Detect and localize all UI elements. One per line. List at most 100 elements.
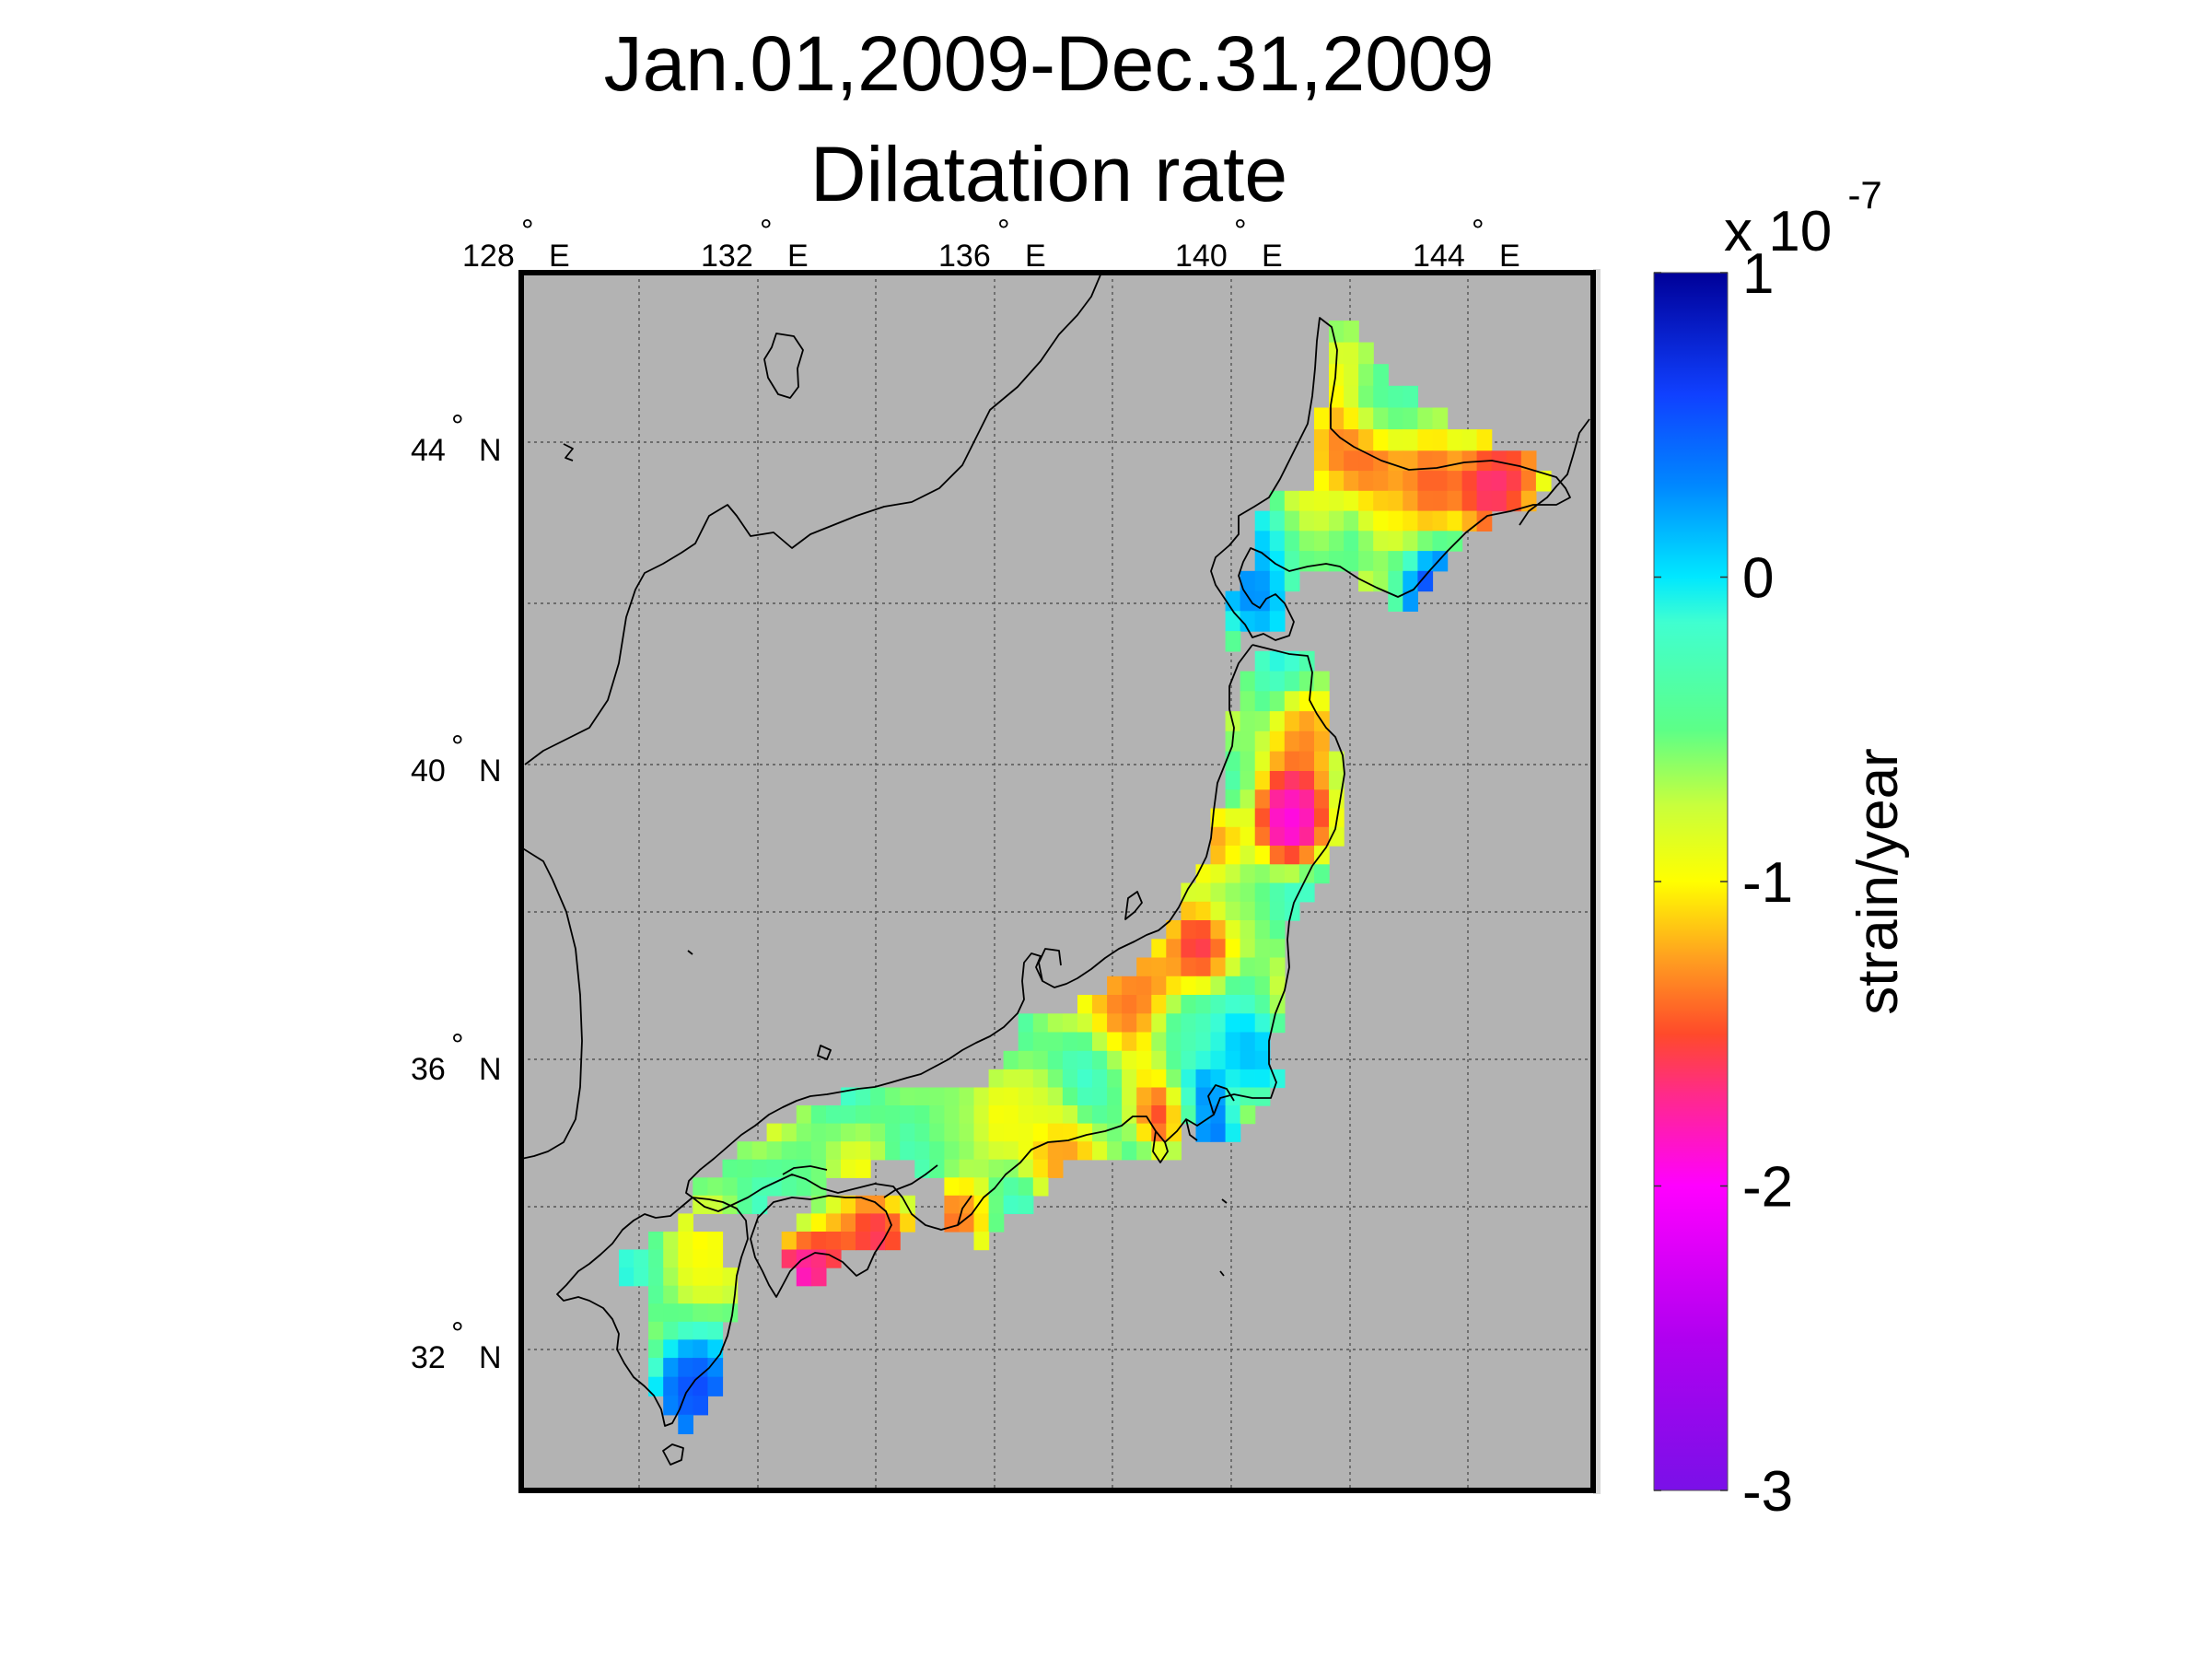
strain-cell xyxy=(1210,939,1227,959)
strain-cell xyxy=(1491,450,1508,472)
strain-cell xyxy=(1284,711,1300,732)
strain-cell xyxy=(1018,1105,1034,1125)
lat-tick-degree: ° xyxy=(451,1316,464,1351)
strain-cell xyxy=(1151,1013,1167,1034)
strain-cell xyxy=(678,1414,693,1434)
strain-cell xyxy=(1254,864,1271,884)
colorbar-gradient xyxy=(1654,273,1728,1490)
strain-cell xyxy=(1254,882,1271,903)
strain-cell xyxy=(1269,510,1286,532)
strain-cell xyxy=(1225,920,1241,940)
strain-cell xyxy=(1506,471,1522,492)
strain-cell xyxy=(1062,1141,1078,1161)
colorbar-tick-label: -1 xyxy=(1742,851,1793,915)
strain-cell xyxy=(1136,1013,1152,1034)
strain-cell xyxy=(1358,407,1374,430)
strain-cell xyxy=(1240,771,1256,790)
strain-cell xyxy=(1314,510,1330,532)
strain-cell xyxy=(1077,1069,1093,1089)
strain-cell xyxy=(678,1285,693,1304)
strain-cell xyxy=(1329,471,1345,492)
strain-cell xyxy=(1284,846,1300,865)
strain-cell xyxy=(1195,939,1212,959)
strain-cell xyxy=(663,1376,679,1396)
strain-cell xyxy=(1181,1050,1197,1070)
strain-cell xyxy=(1225,846,1241,865)
strain-cell xyxy=(1210,957,1227,977)
strain-cell xyxy=(1181,939,1197,959)
strain-cell xyxy=(1269,882,1286,903)
strain-cell xyxy=(663,1249,679,1268)
strain-cell xyxy=(693,1232,708,1251)
strain-cell xyxy=(1284,671,1300,692)
strain-cell xyxy=(1403,385,1418,408)
lon-tick-144: 144 ° E xyxy=(1413,214,1520,274)
strain-cell xyxy=(841,1123,856,1142)
strain-cell xyxy=(1461,450,1478,472)
strain-cell xyxy=(810,1123,827,1142)
strain-cell xyxy=(1254,901,1271,921)
strain-cell xyxy=(648,1303,664,1323)
lon-tick-hemisphere: E xyxy=(1025,239,1046,274)
strain-cell xyxy=(1225,939,1241,959)
strain-cell xyxy=(870,1105,886,1125)
strain-cell xyxy=(1373,385,1389,408)
strain-cell xyxy=(1047,1087,1064,1106)
strain-cell xyxy=(1344,551,1359,572)
lat-tick-hemisphere: N xyxy=(479,433,502,468)
strain-cell xyxy=(1344,364,1359,387)
strain-cell xyxy=(1136,1032,1152,1052)
strain-cell xyxy=(707,1303,724,1323)
strain-cell xyxy=(1506,450,1522,472)
strain-cell xyxy=(1344,429,1359,451)
strain-cell xyxy=(1240,711,1256,732)
strain-cell xyxy=(751,1159,768,1178)
strain-cell xyxy=(856,1232,871,1251)
strain-cell xyxy=(619,1268,634,1287)
strain-cell xyxy=(1225,631,1241,652)
strain-cell xyxy=(973,1177,990,1197)
strain-cell xyxy=(1373,364,1389,387)
strain-cell xyxy=(1329,429,1345,451)
strain-cell xyxy=(1240,976,1256,996)
strain-cell xyxy=(1373,429,1389,451)
strain-cell xyxy=(737,1177,753,1197)
strain-cell xyxy=(707,1195,724,1214)
strain-cell xyxy=(1491,490,1508,512)
strain-cell xyxy=(1195,1069,1212,1089)
strain-cell xyxy=(707,1177,724,1197)
strain-cell xyxy=(1284,789,1300,810)
strain-cell xyxy=(634,1268,649,1287)
strain-cell xyxy=(1225,771,1241,790)
strain-cell xyxy=(1269,531,1286,552)
strain-cell xyxy=(841,1159,856,1178)
strain-cell xyxy=(678,1232,693,1251)
strain-cell xyxy=(1210,1123,1227,1142)
strain-cell xyxy=(1151,1105,1167,1125)
strain-cell xyxy=(1225,826,1241,847)
strain-cell xyxy=(1520,471,1537,492)
strain-cell xyxy=(1254,650,1271,672)
strain-cell xyxy=(1195,1032,1212,1052)
strain-cell xyxy=(1254,510,1271,532)
strain-cell xyxy=(1373,510,1389,532)
strain-cell xyxy=(1195,957,1212,977)
strain-cell xyxy=(1388,429,1403,451)
strain-cell xyxy=(959,1159,975,1178)
strain-cell xyxy=(1077,1013,1093,1034)
strain-cell xyxy=(1447,471,1463,492)
strain-cell xyxy=(1344,490,1359,512)
strain-cell xyxy=(751,1141,768,1161)
strain-cell xyxy=(678,1376,693,1396)
strain-cell xyxy=(1092,1069,1108,1089)
strain-cell xyxy=(810,1105,827,1125)
strain-cell xyxy=(693,1249,708,1268)
strain-cell xyxy=(796,1268,812,1287)
strain-cell xyxy=(1240,920,1256,940)
strain-cell xyxy=(1181,976,1197,996)
strain-cell xyxy=(914,1087,930,1106)
strain-cell xyxy=(1254,808,1271,828)
lon-tick-label: 132 xyxy=(701,239,753,274)
colorbar-tick-label: -2 xyxy=(1742,1156,1793,1220)
strain-cell xyxy=(1032,1069,1049,1089)
